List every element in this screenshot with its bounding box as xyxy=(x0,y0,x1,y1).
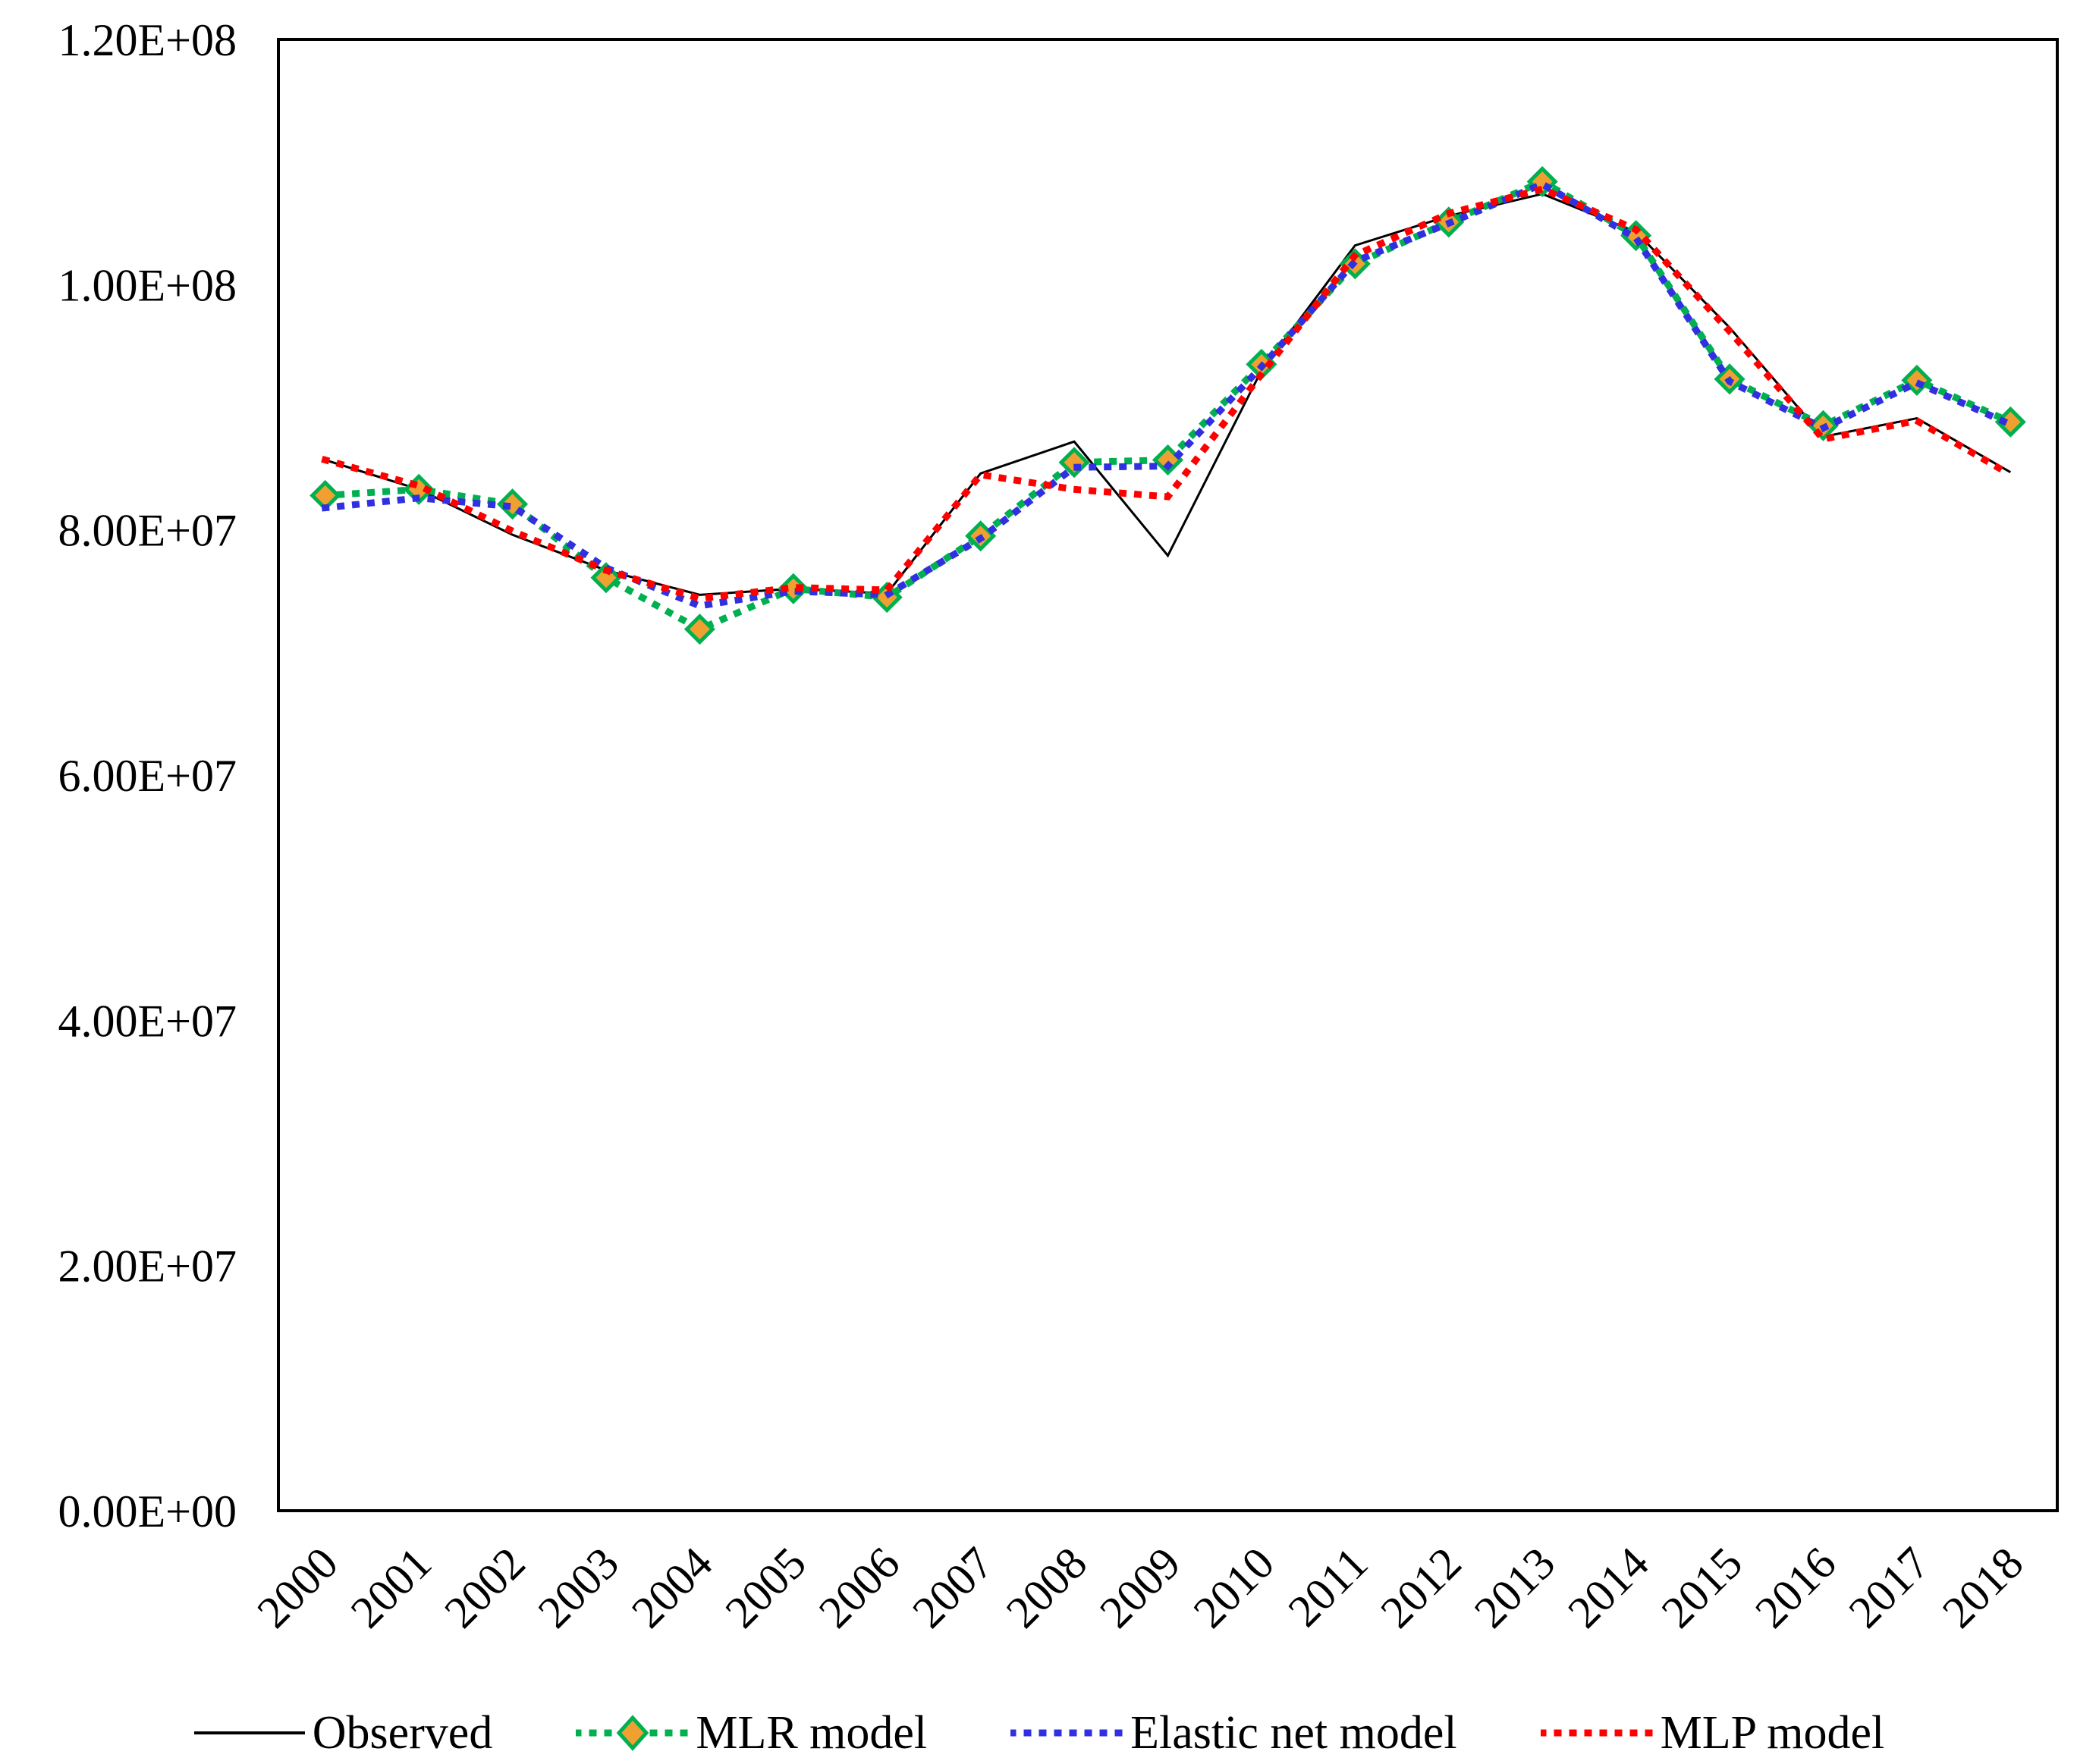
y-tick-label: 6.00E+07 xyxy=(58,751,237,801)
x-tick-label: 2011 xyxy=(1279,1538,1378,1637)
mlr-diamond-marker xyxy=(683,614,715,645)
y-tick-label: 4.00E+07 xyxy=(58,996,237,1046)
observed-line-sample xyxy=(193,1731,305,1734)
x-tick-label: 2001 xyxy=(341,1538,441,1638)
y-tick-label: 1.20E+08 xyxy=(58,15,237,65)
legend-label-mlp: MLP model xyxy=(1660,1706,1885,1759)
x-tick-label: 2006 xyxy=(809,1538,910,1638)
mlr-diamond-marker xyxy=(1901,364,1933,396)
y-tick-label: 2.00E+07 xyxy=(58,1241,237,1292)
legend-item-elastic-net: Elastic net model xyxy=(1010,1706,1457,1760)
x-tick-label: 2014 xyxy=(1558,1538,1658,1638)
x-tick-label: 2012 xyxy=(1371,1538,1471,1638)
x-tick-label: 2013 xyxy=(1465,1538,1565,1638)
x-tick-label: 2017 xyxy=(1840,1538,1940,1638)
x-tick-label: 2007 xyxy=(903,1538,1003,1638)
y-tick-label: 8.00E+07 xyxy=(58,506,237,556)
series-mlp-model-line xyxy=(321,185,2016,602)
x-tick-label: 2010 xyxy=(1184,1538,1284,1638)
y-tick-label: 1.00E+08 xyxy=(58,260,237,310)
x-tick-label: 2005 xyxy=(715,1538,815,1638)
y-tick-label: 0.00E+00 xyxy=(58,1486,237,1536)
x-tick-label: 2003 xyxy=(529,1538,629,1638)
legend-label-elastic-net: Elastic net model xyxy=(1130,1706,1457,1759)
plot-area-border xyxy=(277,38,2059,1512)
x-tick-label: 2002 xyxy=(435,1538,535,1638)
x-tick-label: 2009 xyxy=(1090,1538,1190,1638)
mlr-diamond-marker xyxy=(1058,447,1090,479)
legend-item-observed: Observed xyxy=(193,1706,493,1760)
x-tick-label: 2015 xyxy=(1652,1538,1752,1638)
mlr-diamond-marker xyxy=(497,488,529,520)
legend-label-mlr: MLR model xyxy=(696,1706,928,1759)
legend-item-mlp: MLP model xyxy=(1540,1706,1885,1760)
x-tick-label: 2008 xyxy=(997,1538,1097,1638)
series-elastic-net-model-line xyxy=(321,180,2016,610)
mlr-diamond-marker-sample xyxy=(616,1715,649,1751)
legend-label-observed: Observed xyxy=(312,1706,493,1759)
legend: Observed MLR model Elastic net model MLP… xyxy=(0,1699,2077,1764)
legend-item-mlr: MLR model xyxy=(576,1706,927,1760)
mlr-line-sample xyxy=(576,1715,690,1751)
x-tick-label: 2000 xyxy=(247,1538,347,1638)
elastic-net-line-sample xyxy=(1010,1729,1125,1737)
x-tick-label: 2004 xyxy=(622,1538,722,1638)
x-tick-label: 2018 xyxy=(1933,1538,2033,1638)
x-tick-label: 2016 xyxy=(1745,1538,1846,1638)
mlp-line-sample xyxy=(1540,1729,1654,1737)
